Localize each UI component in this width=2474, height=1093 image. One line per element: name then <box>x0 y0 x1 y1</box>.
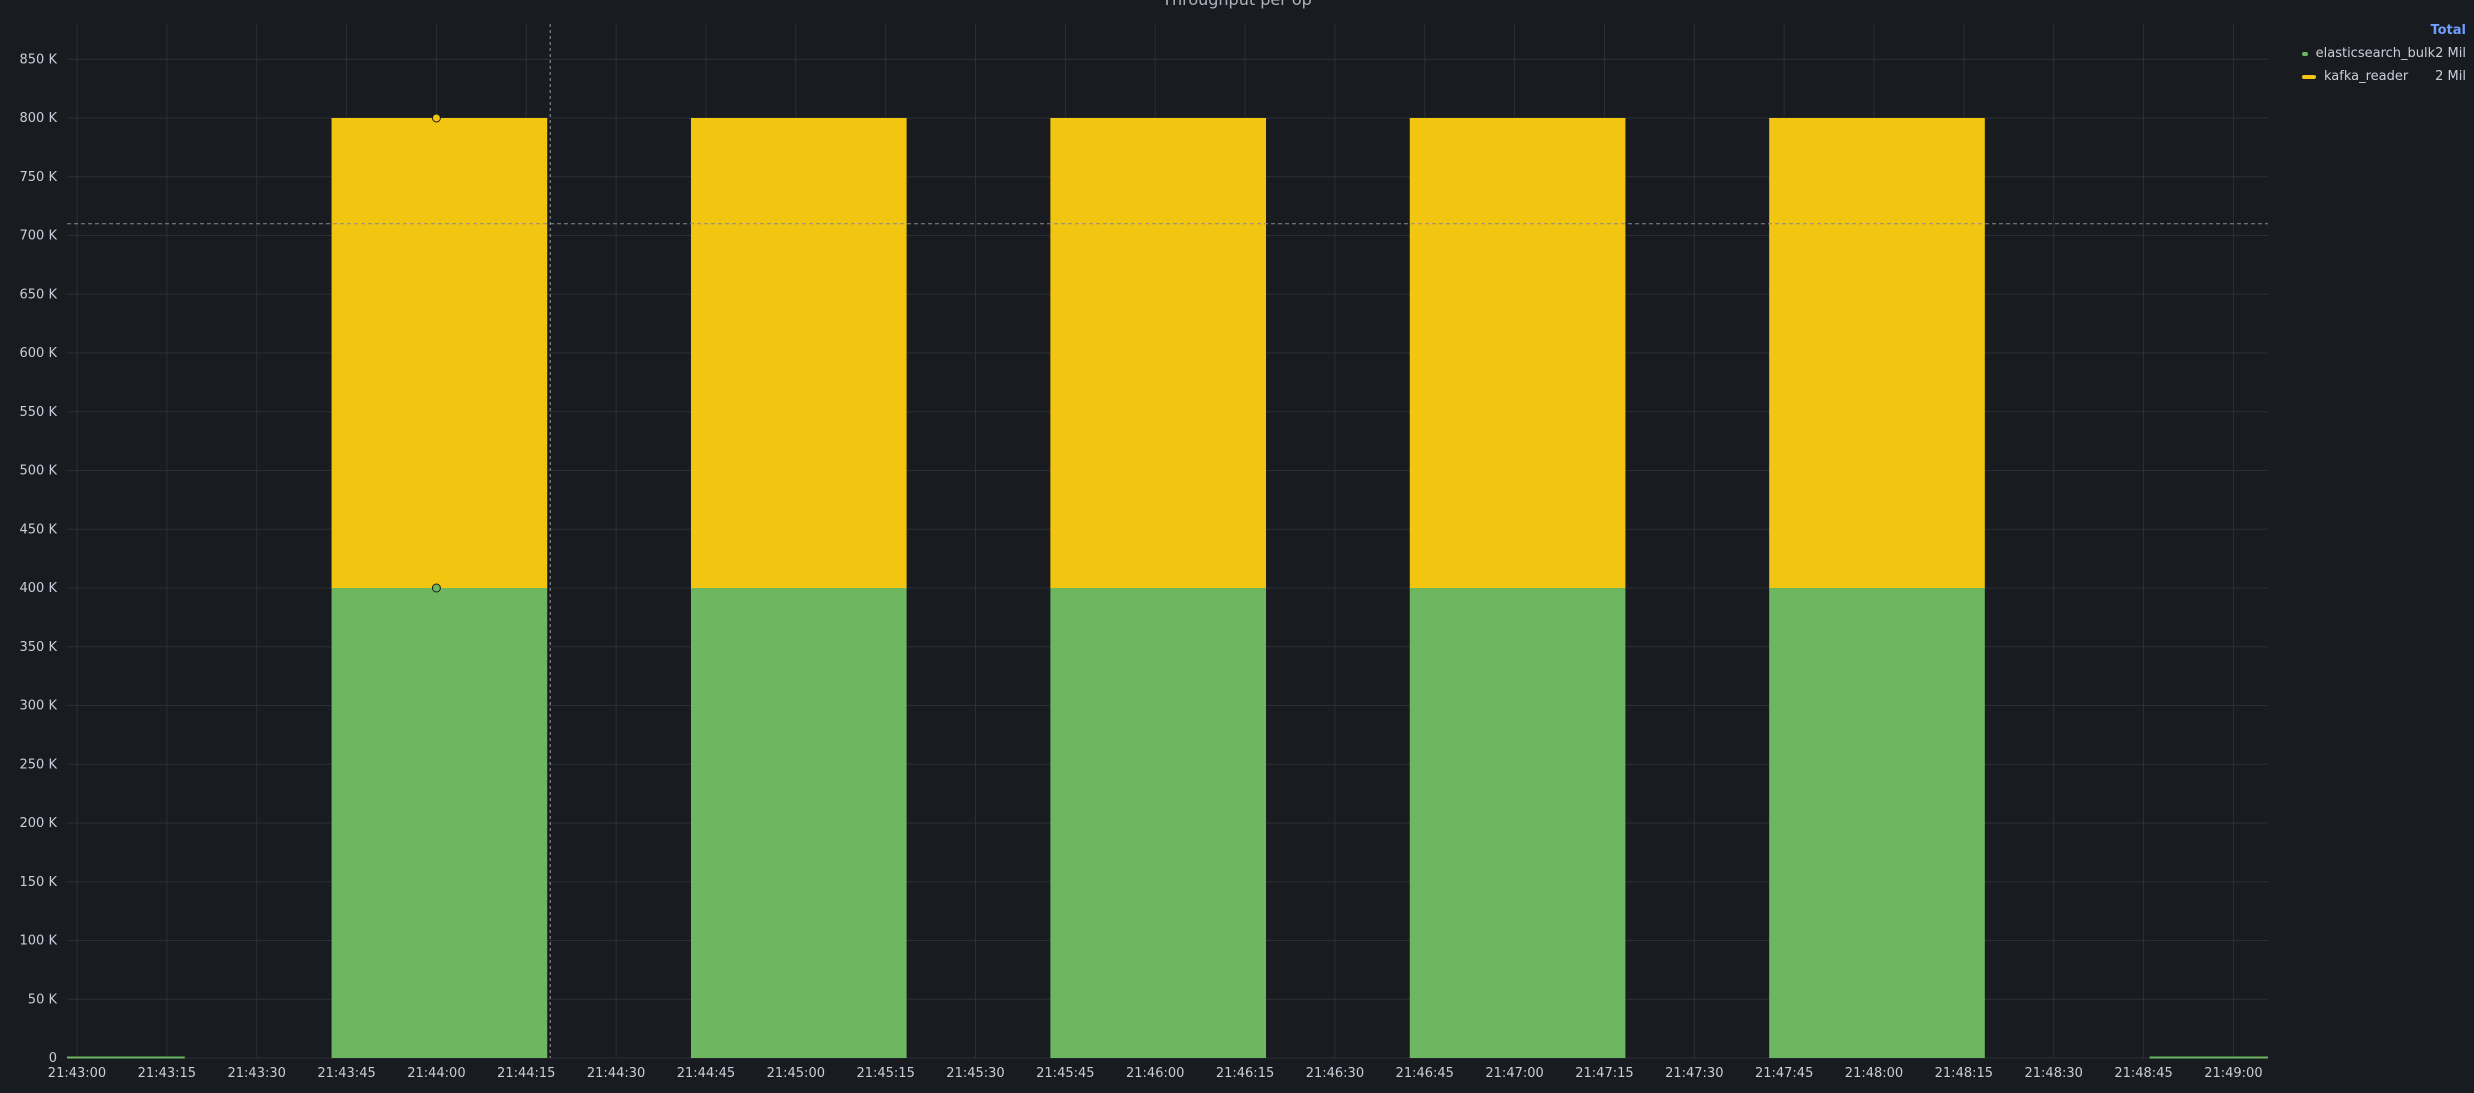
x-tick-label: 21:47:45 <box>1755 1066 1813 1081</box>
x-tick-label: 21:45:15 <box>856 1066 914 1081</box>
x-tick-label: 21:44:00 <box>407 1066 465 1081</box>
y-tick-label: 700 K <box>20 229 58 244</box>
x-tick-label: 21:43:45 <box>317 1066 375 1081</box>
x-tick-label: 21:45:00 <box>767 1066 825 1081</box>
y-tick-label: 450 K <box>20 522 58 537</box>
x-tick-label: 21:43:15 <box>138 1066 196 1081</box>
x-tick-label: 21:43:30 <box>228 1066 286 1081</box>
x-tick-label: 21:48:15 <box>1935 1066 1993 1081</box>
bar-kafka-reader[interactable] <box>1769 118 1985 588</box>
x-tick-label: 21:49:00 <box>2204 1066 2262 1081</box>
bar-elasticsearch-bulk[interactable] <box>1050 588 1267 1058</box>
bar-kafka-reader[interactable] <box>331 118 548 588</box>
panel-title: Throughput per op <box>0 0 2474 9</box>
y-tick-label: 500 K <box>20 464 58 479</box>
bar-elasticsearch-bulk[interactable] <box>1769 588 1985 1058</box>
x-tick-label: 21:48:30 <box>2025 1066 2083 1081</box>
x-tick-label: 21:46:15 <box>1216 1066 1274 1081</box>
legend-item-label: elasticsearch_bulk <box>2315 46 2436 61</box>
x-tick-label: 21:43:00 <box>48 1066 106 1081</box>
x-tick-label: 21:44:30 <box>587 1066 645 1081</box>
legend-total-header[interactable]: Total <box>2290 18 2474 42</box>
y-tick-label: 750 K <box>20 170 58 185</box>
bar-kafka-reader[interactable] <box>1409 118 1626 588</box>
y-tick-label: 550 K <box>20 405 58 420</box>
x-tick-label: 21:46:30 <box>1306 1066 1364 1081</box>
y-tick-label: 800 K <box>20 111 58 126</box>
legend-swatch-kafka-reader <box>2302 74 2316 79</box>
legend-item-elasticsearch-bulk[interactable]: elasticsearch_bulk 2 Mil <box>2290 42 2474 65</box>
x-tick-label: 21:48:00 <box>1845 1066 1903 1081</box>
legend-item-total: 2 Mil <box>2435 46 2466 61</box>
x-tick-label: 21:44:45 <box>677 1066 735 1081</box>
bar-elasticsearch-bulk[interactable] <box>690 588 907 1058</box>
legend-swatch-elasticsearch-bulk <box>2302 51 2308 56</box>
x-tick-label: 21:45:45 <box>1036 1066 1094 1081</box>
bar-elasticsearch-bulk[interactable] <box>1409 588 1626 1058</box>
y-tick-label: 250 K <box>20 757 58 772</box>
y-tick-label: 150 K <box>20 875 58 890</box>
legend-item-total: 2 Mil <box>2435 69 2466 84</box>
x-tick-label: 21:46:00 <box>1126 1066 1184 1081</box>
bar-elasticsearch-bulk[interactable] <box>331 588 548 1058</box>
x-tick-label: 21:47:15 <box>1575 1066 1633 1081</box>
y-tick-label: 100 K <box>20 934 58 949</box>
y-tick-label: 0 <box>49 1051 57 1066</box>
bar-kafka-reader[interactable] <box>1050 118 1267 588</box>
y-tick-label: 300 K <box>20 699 58 714</box>
y-tick-label: 850 K <box>20 52 58 67</box>
y-tick-label: 200 K <box>20 816 58 831</box>
legend-total-header-label: Total <box>2430 22 2466 38</box>
x-tick-label: 21:44:15 <box>497 1066 555 1081</box>
y-tick-label: 350 K <box>20 640 58 655</box>
bar-kafka-reader[interactable] <box>690 118 907 588</box>
hover-point <box>431 113 441 123</box>
y-tick-label: 600 K <box>20 346 58 361</box>
legend: Total elasticsearch_bulk 2 Mil kafka_rea… <box>2290 18 2474 88</box>
x-tick-label: 21:47:00 <box>1485 1066 1543 1081</box>
x-tick-label: 21:47:30 <box>1665 1066 1723 1081</box>
y-tick-label: 400 K <box>20 581 58 596</box>
y-tick-label: 650 K <box>20 287 58 302</box>
legend-item-kafka-reader[interactable]: kafka_reader 2 Mil <box>2290 65 2474 88</box>
x-tick-label: 21:48:45 <box>2114 1066 2172 1081</box>
legend-item-label: kafka_reader <box>2324 69 2409 84</box>
x-tick-label: 21:45:30 <box>946 1066 1004 1081</box>
x-tick-label: 21:46:45 <box>1396 1066 1454 1081</box>
y-tick-label: 50 K <box>28 992 58 1007</box>
hover-point <box>431 583 441 593</box>
